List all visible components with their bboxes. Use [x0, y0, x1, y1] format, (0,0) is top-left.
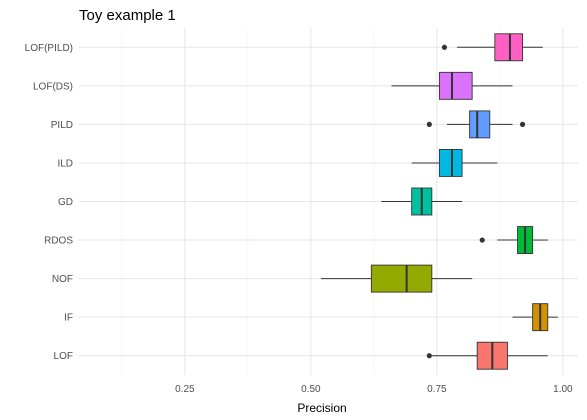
- boxes: [320, 33, 558, 370]
- x-tick-label: 0.50: [301, 384, 321, 395]
- y-tick-label: LOF: [54, 351, 73, 362]
- box-iqr: [494, 33, 524, 62]
- outlier-point: [426, 121, 432, 127]
- box-lof-pild: [441, 33, 543, 62]
- y-tick-label: NOF: [52, 274, 73, 285]
- y-tick-label: GD: [58, 197, 73, 208]
- outlier-point: [519, 121, 526, 127]
- box-gd: [381, 187, 463, 216]
- y-axis-labels: LOF(PILD) LOF(DS) PILD ILD GD RDOS NOF IF LOF: [25, 43, 74, 362]
- box-iqr: [438, 71, 473, 100]
- y-tick-label: RDOS: [44, 236, 73, 247]
- outlier-point: [426, 353, 432, 359]
- x-axis-title: Precision: [297, 401, 346, 415]
- box-iqr: [469, 110, 491, 139]
- y-tick-label: LOF(DS): [33, 81, 73, 92]
- box-nof: [320, 264, 473, 293]
- box-lof-ds: [391, 71, 513, 100]
- box-if: [512, 303, 558, 332]
- box-ild: [411, 148, 498, 177]
- chart-title: Toy example 1: [79, 7, 176, 24]
- x-axis-labels: 0.25 0.50 0.75 1.00: [175, 384, 573, 395]
- x-tick-label: 0.75: [427, 384, 447, 395]
- box-iqr: [370, 264, 433, 293]
- outlier-point: [479, 237, 485, 243]
- y-tick-label: ILD: [57, 158, 73, 169]
- outlier-point: [441, 44, 448, 50]
- box-iqr: [438, 148, 463, 177]
- box-lof: [426, 341, 548, 370]
- box-rdos: [479, 226, 548, 255]
- y-tick-label: PILD: [51, 120, 73, 131]
- y-tick-label: LOF(PILD): [25, 43, 73, 54]
- x-tick-label: 1.00: [553, 384, 573, 395]
- y-tick-label: IF: [64, 313, 73, 324]
- box-pild: [426, 110, 526, 139]
- x-tick-label: 0.25: [175, 384, 195, 395]
